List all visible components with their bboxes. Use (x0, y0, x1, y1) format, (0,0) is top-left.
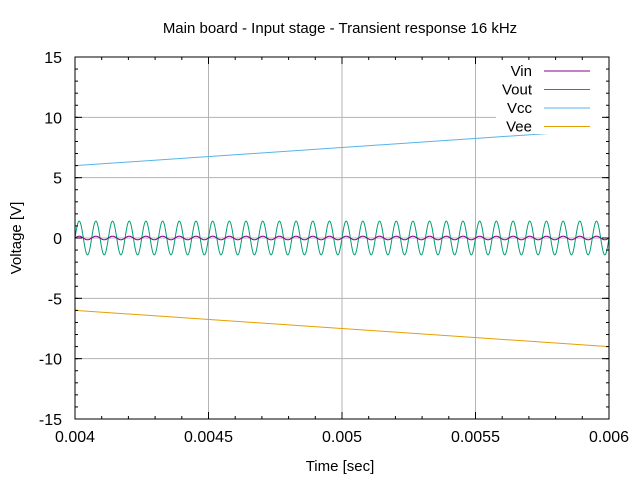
y-tick-label: 10 (44, 110, 62, 127)
y-tick-label: -15 (39, 412, 62, 429)
series-line-vin (74, 235, 610, 241)
chart-title: Main board - Input stage - Transient res… (163, 20, 517, 37)
y-tick-label: 0 (53, 231, 62, 248)
axis-ticks: 0.004 0.0045 0.005 0.0055 0.006 15 10 5 0 -5 -10 -1… (39, 50, 629, 446)
y-axis-label: Voltage [V] (8, 202, 25, 275)
series-line-vcc (74, 128, 610, 167)
plot-series (74, 128, 610, 348)
y-tick-label: -5 (48, 291, 62, 308)
x-tick-label: 0.004 (55, 429, 95, 446)
x-tick-label: 0.005 (322, 429, 362, 446)
y-tick-label: -10 (39, 352, 62, 369)
x-tick-label: 0.0045 (184, 429, 233, 446)
y-tick-label: 5 (53, 171, 62, 188)
legend-label-vout: Vout (502, 82, 533, 99)
legend-label-vee: Vee (506, 119, 532, 136)
series-line-vee (74, 309, 610, 348)
x-axis-label: Time [sec] (306, 458, 375, 475)
y-tick-label: 15 (44, 50, 62, 67)
legend-label-vin: Vin (511, 63, 532, 80)
legend-label-vcc: Vcc (507, 100, 533, 117)
x-tick-label: 0.0055 (451, 429, 500, 446)
x-tick-label: 0.006 (589, 429, 629, 446)
